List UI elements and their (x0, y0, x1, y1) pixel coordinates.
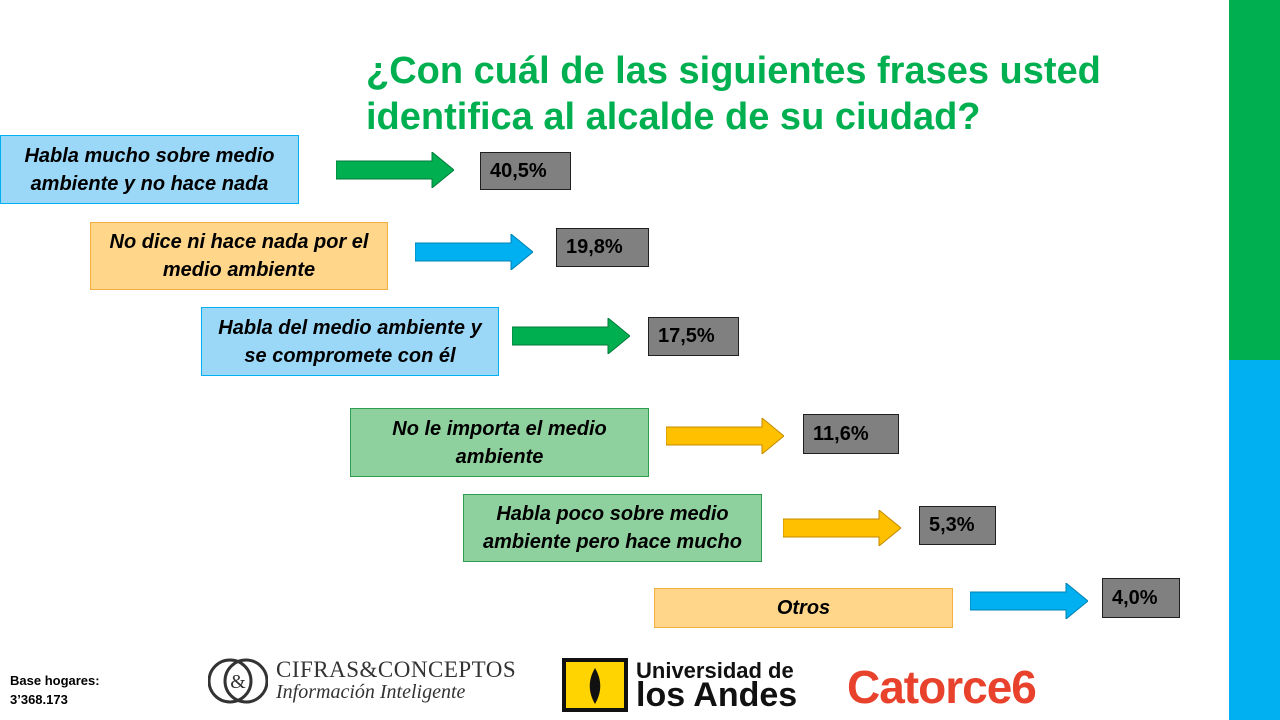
catorce6-logo: Catorce6 (847, 661, 1037, 713)
sidebar-green-band (1229, 0, 1280, 360)
option-box-6: Otros (654, 588, 953, 628)
base-value: 3’368.173 (10, 692, 68, 707)
value-box-1: 40,5% (480, 152, 571, 190)
uniandes-logo: Universidad de los Andes (562, 658, 822, 714)
uniandes-logo-line1: Universidad de (636, 658, 794, 683)
arrow-icon-4 (666, 418, 784, 454)
base-label: Base hogares: (10, 673, 100, 688)
svg-text:&: & (230, 671, 246, 693)
value-box-2: 19,8% (556, 228, 649, 267)
option-box-4: No le importa el medio ambiente (350, 408, 649, 477)
cifras-logo-line1: CIFRAS&CONCEPTOS (276, 657, 517, 682)
option-box-3: Habla del medio ambiente y se compromete… (201, 307, 499, 376)
arrow-icon-5 (783, 510, 901, 546)
value-box-3: 17,5% (648, 317, 739, 356)
option-box-5: Habla poco sobre medio ambiente pero hac… (463, 494, 762, 562)
cifras-seal-icon: & (208, 658, 268, 704)
arrow-icon-3 (512, 318, 630, 354)
uniandes-logo-line2: los Andes (636, 676, 798, 714)
uniandes-shield-icon (562, 658, 628, 712)
sidebar-blue-band (1229, 360, 1280, 720)
value-box-6: 4,0% (1102, 578, 1180, 618)
base-note: Base hogares: 3’368.173 (10, 671, 100, 709)
option-box-1: Habla mucho sobre medio ambiente y no ha… (0, 135, 299, 204)
value-box-5: 5,3% (919, 506, 996, 545)
option-box-2: No dice ni hace nada por el medio ambien… (90, 222, 388, 290)
arrow-icon-2 (415, 234, 533, 270)
cifras-conceptos-logo: & CIFRAS&CONCEPTOS Información Inteligen… (208, 655, 528, 707)
value-box-4: 11,6% (803, 414, 899, 454)
cifras-logo-line2: Información Inteligente (276, 681, 466, 703)
slide-title: ¿Con cuál de las siguientes frases usted… (366, 50, 1101, 138)
arrow-icon-6 (970, 583, 1088, 619)
arrow-icon-1 (336, 152, 454, 188)
